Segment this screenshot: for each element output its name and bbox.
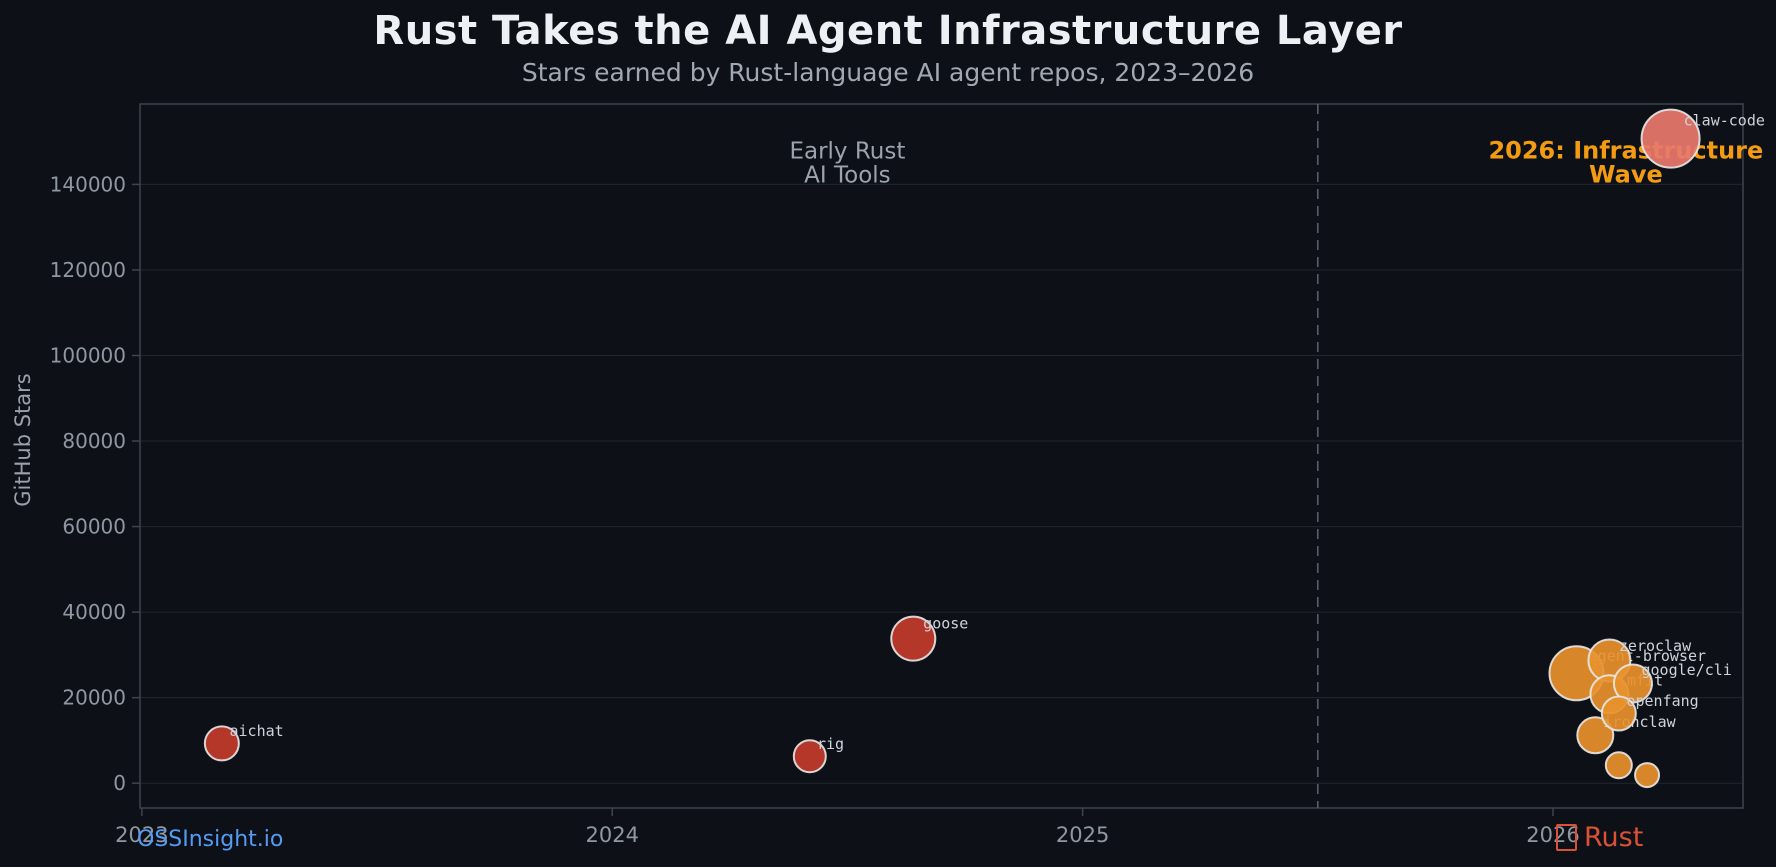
bubble-claw-code[interactable] [1640,108,1701,169]
y-tick-label: 100000 [50,343,126,367]
bubble-label: rig [817,735,844,753]
y-tick-label: 80000 [62,429,126,453]
bubble-aichat[interactable] [203,725,240,762]
annotation-infrastructure-wave-2026: 2026: Infrastructure Wave [1488,137,1763,189]
x-tick-label: 2025 [1056,823,1109,847]
bubble-openfang[interactable] [1600,695,1637,732]
rust-brand-label: Rust [1584,822,1644,853]
plot-border [139,103,1744,809]
x-tick-label: 2023 [115,823,168,847]
bubble-label: goose [923,615,968,633]
bubble-label: google/cli [1641,661,1731,679]
bubble-goose[interactable] [890,615,937,662]
y-tick-label: 0 [113,771,126,795]
x-tick-label: 2024 [586,823,639,847]
bubble-label: claw-code [1684,112,1765,130]
x-tick-label: 2026 [1526,823,1579,847]
bubble-label: openfang [1626,692,1698,710]
ossinsight-link[interactable]: OSSInsight.io [137,827,284,852]
y-tick-label: 60000 [62,515,126,539]
bubble-label: aichat [229,722,283,740]
y-tick-label: 140000 [50,172,126,196]
y-tick-label: 120000 [50,258,126,282]
y-tick-label: 20000 [62,686,126,710]
bubble-rig[interactable] [792,739,827,774]
crab-emoji-icon [1556,824,1577,851]
chart-subtitle: Stars earned by Rust-language AI agent r… [521,58,1255,87]
y-axis-label: GitHub Stars [11,373,35,506]
y-tick-label: 40000 [62,600,126,624]
bubble-unlabeled[interactable] [1604,751,1633,780]
rust-brand: Rust [1556,822,1643,853]
chart-title: Rust Takes the AI Agent Infrastructure L… [373,8,1403,54]
bubble-ironclaw[interactable] [1576,716,1615,755]
annotation-early-rust-ai-tools: Early Rust AI Tools [789,139,905,189]
bubble-label: zeroclaw [1619,637,1692,655]
bubble-unlabeled[interactable] [1634,762,1661,789]
